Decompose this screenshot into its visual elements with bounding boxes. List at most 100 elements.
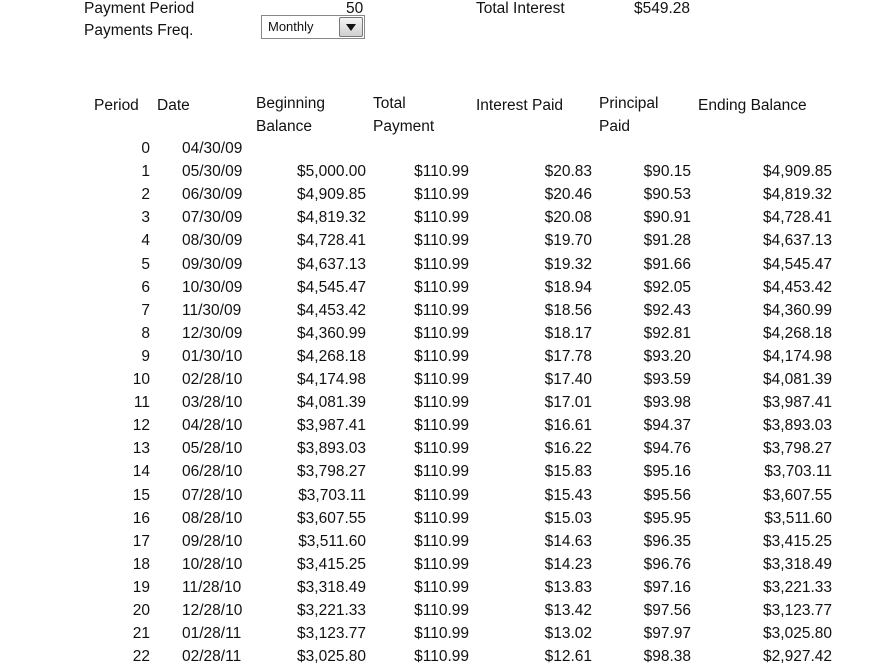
- cell-ending-balance: $3,893.03: [763, 417, 832, 435]
- table-row: 8 12/30/09 $4,360.99 $110.99 $18.17 $92.81 $4,…: [0, 322, 880, 345]
- cell-total-payment: $110.99: [414, 578, 469, 596]
- cell-principal-paid: $95.95: [643, 509, 691, 527]
- cell-ending-balance: $3,221.33: [763, 578, 832, 596]
- header-beginning-line2: Balance: [256, 118, 313, 135]
- cell-date: 12/28/10: [182, 602, 243, 619]
- cell-period: 21: [132, 625, 150, 643]
- total-interest-value: $549.28: [634, 0, 691, 17]
- table-row: 0 04/30/09: [0, 137, 880, 160]
- cell-principal-paid: $94.76: [643, 440, 691, 458]
- cell-ending-balance: $4,453.42: [763, 278, 832, 296]
- cell-ending-balance: $4,819.32: [763, 186, 832, 204]
- cell-interest-paid: $15.83: [544, 463, 592, 481]
- header-beginning-line1: Beginning: [256, 95, 325, 112]
- cell-ending-balance: $2,927.42: [763, 648, 832, 666]
- cell-total-payment: $110.99: [414, 209, 469, 227]
- table-row: 17 09/28/10 $3,511.60 $110.99 $14.63 $96.35 $3…: [0, 530, 880, 553]
- header-beginning-balance: Beginning Balance: [256, 92, 325, 138]
- cell-total-payment: $110.99: [414, 463, 469, 481]
- cell-total-payment: $110.99: [414, 440, 469, 458]
- cell-total-payment: $110.99: [414, 648, 469, 666]
- cell-ending-balance: $4,545.47: [763, 255, 832, 273]
- cell-ending-balance: $4,728.41: [763, 209, 832, 227]
- header-total-payment: Total Payment: [373, 92, 434, 138]
- cell-beginning-balance: $4,174.98: [297, 371, 366, 388]
- cell-ending-balance: $3,511.60: [764, 509, 832, 527]
- cell-principal-paid: $97.97: [643, 625, 691, 643]
- cell-total-payment: $110.99: [414, 301, 469, 319]
- cell-interest-paid: $18.94: [544, 278, 592, 296]
- cell-beginning-balance: $3,123.77: [297, 625, 366, 643]
- table-row: 4 08/30/09 $4,728.41 $110.99 $19.70 $91.28 $4,…: [0, 229, 880, 252]
- payments-freq-value: Monthly: [268, 19, 314, 34]
- cell-beginning-balance: $4,081.39: [297, 394, 366, 412]
- cell-beginning-balance: $3,893.03: [297, 440, 366, 458]
- table-row: 14 06/28/10 $3,798.27 $110.99 $15.83 $95.16 $3…: [0, 460, 880, 483]
- cell-interest-paid: $13.83: [544, 578, 592, 596]
- cell-beginning-balance: $3,703.11: [298, 486, 366, 504]
- cell-principal-paid: $98.38: [643, 648, 691, 666]
- header-principal-line2: Paid: [599, 118, 631, 135]
- cell-date: 09/28/10: [182, 532, 243, 550]
- cell-period: 13: [132, 440, 150, 458]
- payment-period-value: 50: [346, 0, 364, 17]
- cell-interest-paid: $19.32: [544, 255, 592, 273]
- payments-freq-select[interactable]: Monthly: [261, 15, 365, 39]
- cell-period: 16: [132, 509, 150, 527]
- cell-principal-paid: $96.35: [643, 532, 691, 550]
- table-row: 3 07/30/09 $4,819.32 $110.99 $20.08 $90.91 $4,…: [0, 206, 880, 229]
- cell-interest-paid: $14.63: [544, 532, 592, 550]
- cell-period: 6: [141, 278, 150, 296]
- cell-ending-balance: $3,987.41: [763, 394, 832, 412]
- cell-interest-paid: $17.40: [544, 371, 592, 388]
- cell-beginning-balance: $3,221.33: [297, 602, 366, 619]
- cell-date: 05/30/09: [182, 163, 243, 181]
- header-principal-paid: Principal Paid: [599, 92, 658, 138]
- cell-total-payment: $110.99: [414, 255, 469, 273]
- cell-ending-balance: $4,909.85: [763, 163, 832, 181]
- cell-interest-paid: $14.23: [544, 555, 592, 573]
- cell-ending-balance: $3,607.55: [763, 486, 832, 504]
- cell-interest-paid: $15.03: [544, 509, 592, 527]
- cell-date: 04/30/09: [182, 140, 243, 157]
- cell-date: 10/30/09: [182, 278, 243, 296]
- cell-principal-paid: $96.76: [643, 555, 691, 573]
- payment-period-label: Payment Period: [84, 0, 195, 17]
- cell-interest-paid: $19.70: [544, 232, 592, 250]
- table-row: 16 08/28/10 $3,607.55 $110.99 $15.03 $95.95 $3…: [0, 507, 880, 530]
- cell-period: 18: [132, 555, 150, 573]
- cell-date: 01/28/11: [182, 625, 242, 643]
- cell-period: 4: [141, 232, 150, 250]
- cell-date: 04/28/10: [182, 417, 243, 435]
- header-interest-paid: Interest Paid: [476, 97, 564, 114]
- cell-total-payment: $110.99: [414, 186, 469, 204]
- cell-ending-balance: $3,025.80: [763, 625, 832, 643]
- cell-principal-paid: $90.91: [643, 209, 691, 227]
- cell-principal-paid: $97.16: [643, 578, 691, 596]
- cell-total-payment: $110.99: [414, 324, 469, 342]
- cell-total-payment: $110.99: [414, 232, 469, 250]
- cell-principal-paid: $92.81: [643, 324, 691, 342]
- cell-total-payment: $110.99: [414, 347, 469, 365]
- cell-period: 17: [132, 532, 150, 550]
- cell-principal-paid: $90.53: [643, 186, 691, 204]
- chevron-down-icon[interactable]: [339, 17, 363, 37]
- cell-period: 1: [141, 163, 150, 181]
- cell-interest-paid: $17.78: [544, 347, 592, 365]
- cell-date: 12/30/09: [182, 324, 243, 342]
- cell-beginning-balance: $4,545.47: [297, 278, 366, 296]
- cell-ending-balance: $4,637.13: [763, 232, 832, 250]
- cell-total-payment: $110.99: [414, 625, 469, 643]
- cell-period: 20: [132, 602, 150, 619]
- header-period: Period: [94, 97, 139, 114]
- cell-principal-paid: $95.56: [643, 486, 691, 504]
- cell-date: 06/28/10: [182, 463, 243, 481]
- table-row: 6 10/30/09 $4,545.47 $110.99 $18.94 $92.05 $4,…: [0, 276, 880, 299]
- cell-date: 02/28/10: [182, 371, 243, 388]
- cell-interest-paid: $12.61: [544, 648, 592, 666]
- cell-beginning-balance: $5,000.00: [297, 163, 366, 181]
- cell-date: 02/28/11: [182, 648, 242, 666]
- cell-interest-paid: $20.46: [544, 186, 592, 204]
- cell-principal-paid: $95.16: [643, 463, 691, 481]
- cell-beginning-balance: $4,268.18: [297, 347, 366, 365]
